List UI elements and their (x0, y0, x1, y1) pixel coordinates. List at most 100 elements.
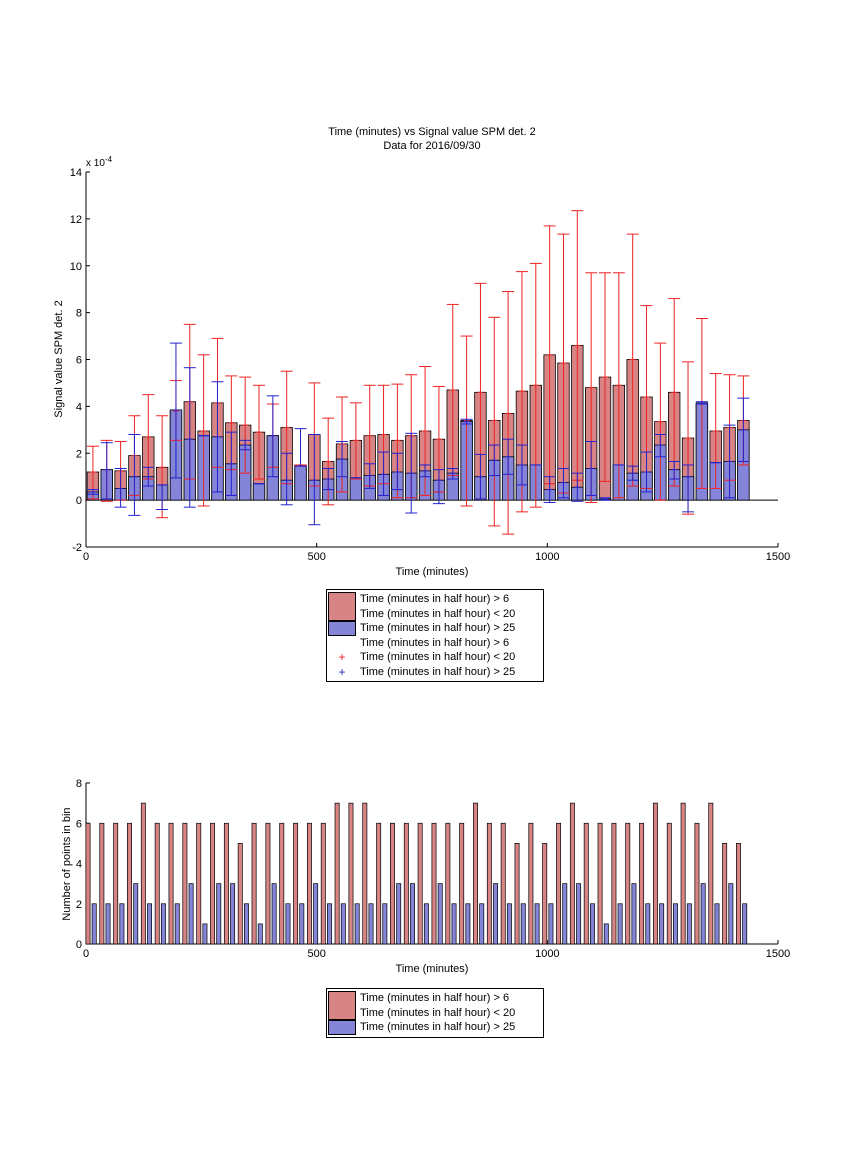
count-bar-blue (271, 883, 277, 945)
legend-label: Time (minutes in half hour) < 20 (360, 1006, 516, 1019)
y-tick-label: 8 (76, 308, 82, 320)
count-bar-red (625, 822, 631, 945)
count-bar-blue (589, 903, 595, 945)
count-bar-red (445, 822, 451, 945)
bar-blue (252, 483, 266, 501)
chart1-legend: Time (minutes in half hour) > 6 Time (mi… (326, 589, 544, 682)
count-bar-red (597, 822, 603, 945)
count-bar-blue (327, 903, 332, 945)
blue-plus-marker: + (338, 664, 346, 679)
count-bar-blue (313, 883, 319, 945)
count-bar-red (279, 822, 285, 945)
count-bar-red (514, 843, 520, 945)
y-tick-label: 4 (76, 401, 82, 413)
count-bar-red (694, 822, 700, 945)
x-tick-label: 0 (83, 948, 89, 960)
count-bar-red (376, 822, 382, 945)
count-bar-red (431, 822, 437, 945)
legend-marker (327, 636, 357, 651)
count-bar-red (306, 822, 312, 945)
legend-entry: Time (minutes in half hour) > 6 (327, 592, 539, 607)
x-tick-label: 500 (307, 551, 325, 563)
count-bar-red (708, 802, 714, 945)
count-bar-blue (576, 883, 582, 945)
count-bar-blue (423, 903, 429, 945)
count-bar-red (334, 802, 340, 945)
count-bar-blue (645, 903, 651, 945)
count-bar-blue (257, 923, 263, 945)
chart1-ylabel: Signal value SPM det. 2 (53, 300, 65, 417)
count-bar-blue (243, 903, 249, 945)
count-bar-red (459, 822, 465, 945)
legend-swatch-blue (327, 621, 357, 636)
count-bar-blue (437, 883, 443, 945)
count-bar-red (99, 822, 105, 945)
count-bar-red (140, 802, 146, 945)
chart1-subtitle: Data for 2016/09/30 (383, 140, 480, 152)
y-tick-label: 14 (70, 167, 82, 179)
count-bar-blue (382, 903, 388, 945)
x-tick-label: 500 (307, 948, 325, 960)
x-tick-label: 1500 (766, 948, 790, 960)
count-bar-red (403, 822, 409, 945)
count-bar-blue (728, 883, 734, 945)
count-bar-blue (493, 883, 499, 945)
chart1-y-multiplier-exponent: -4 (105, 155, 113, 164)
count-bar-red (680, 802, 686, 945)
count-bar-blue (479, 903, 485, 945)
legend-entry: + Time (minutes in half hour) > 25 (327, 665, 539, 680)
count-bar-blue (285, 903, 291, 945)
count-bar-red (265, 822, 271, 945)
count-bar-red (237, 843, 243, 945)
chart1-y-multiplier-base: x 10 (86, 158, 105, 169)
legend-entry: Time (minutes in half hour) > 6 (327, 636, 539, 651)
red-plus-marker: + (338, 650, 346, 665)
legend-label: Time (minutes in half hour) > 25 (360, 1021, 516, 1033)
count-bar-red (722, 843, 728, 945)
legend-label: Time (minutes in half hour) > 25 (360, 622, 516, 634)
count-bar-red (652, 802, 658, 945)
count-bar-red (639, 822, 645, 945)
count-bar-blue (700, 883, 706, 945)
legend-label: Time (minutes in half hour) < 20 (360, 607, 516, 620)
count-bar-blue (562, 883, 568, 945)
count-bar-red (486, 822, 492, 945)
chart1-xlabel: Time (minutes) (396, 566, 469, 578)
count-bar-red (542, 843, 548, 945)
count-bar-blue (742, 903, 748, 945)
y-tick-label: 12 (70, 214, 82, 226)
count-bar-blue (410, 883, 415, 945)
count-bar-red (528, 822, 534, 945)
y-tick-label: 10 (70, 261, 82, 273)
count-bar-blue (396, 883, 402, 945)
legend-entry: Time (minutes in half hour) < 20 (327, 1005, 539, 1020)
legend-entry: Time (minutes in half hour) < 20 (327, 606, 539, 621)
count-bar-blue (299, 903, 305, 945)
count-bar-red (320, 822, 326, 945)
count-bar-blue (119, 903, 125, 945)
blue-swatch (328, 621, 356, 636)
count-bar-red (223, 822, 229, 945)
count-bar-blue (603, 923, 609, 945)
count-bar-blue (534, 903, 540, 945)
count-bar-blue (451, 903, 457, 945)
x-tick-label: 0 (83, 551, 89, 563)
y-tick-label: 0 (76, 939, 82, 951)
legend-label: Time (minutes in half hour) > 6 (360, 593, 510, 605)
count-bar-red (113, 822, 119, 945)
count-bar-red (196, 822, 202, 945)
y-tick-label: 8 (76, 778, 82, 790)
count-bar-red (500, 822, 506, 945)
legend-swatch-red (327, 592, 357, 607)
count-bar-blue (147, 903, 153, 945)
y-tick-label: 2 (76, 448, 82, 460)
count-bar-red (85, 822, 91, 945)
count-bar-red (127, 822, 132, 945)
count-bar-blue (465, 903, 471, 945)
count-bar-red (390, 822, 395, 945)
chart2-legend: Time (minutes in half hour) > 6 Time (mi… (326, 988, 544, 1038)
count-bar-red (348, 802, 354, 945)
y-tick-label: 2 (76, 899, 82, 911)
count-bar-red (168, 822, 174, 945)
